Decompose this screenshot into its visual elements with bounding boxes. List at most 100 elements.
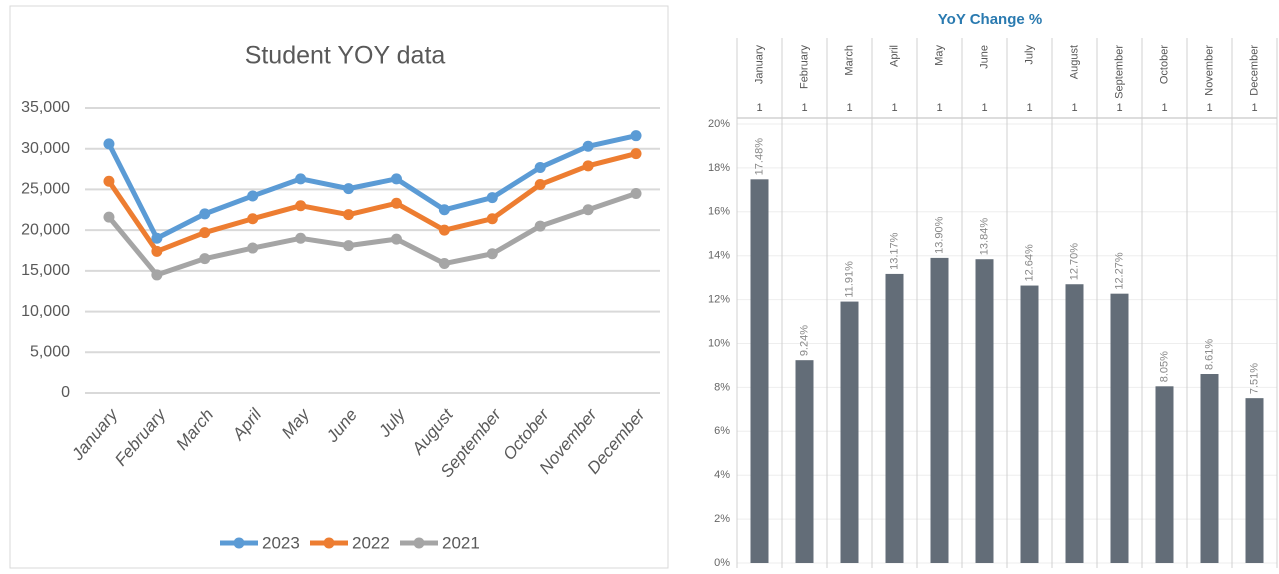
- bar: [750, 179, 769, 563]
- legend-label: 2022: [352, 533, 390, 552]
- bar: [1155, 386, 1174, 563]
- point: [390, 173, 402, 185]
- point: [582, 160, 594, 172]
- column-header: January: [753, 45, 765, 85]
- point: [103, 175, 115, 187]
- point: [390, 233, 402, 245]
- bar: [1065, 284, 1084, 563]
- count-label: 1: [891, 102, 897, 114]
- bar-chart-title: YoY Change %: [938, 11, 1042, 28]
- y-tick-label: 8%: [714, 381, 730, 393]
- count-label: 1: [801, 102, 807, 114]
- bar: [885, 273, 904, 563]
- point: [295, 200, 307, 212]
- point: [343, 183, 355, 195]
- count-label: 1: [846, 102, 852, 114]
- legend-label: 2021: [442, 533, 480, 552]
- point: [199, 227, 211, 239]
- point: [438, 204, 450, 216]
- y-tick-label: 6%: [714, 425, 730, 437]
- column-header: July: [1023, 45, 1035, 65]
- y-tick-label: 15,000: [21, 262, 70, 279]
- value-label: 9.24%: [798, 325, 810, 356]
- bar: [930, 257, 949, 563]
- count-label: 1: [1161, 102, 1167, 114]
- point: [247, 213, 259, 225]
- point: [438, 224, 450, 236]
- point: [534, 220, 546, 232]
- y-tick-label: 0%: [714, 557, 730, 569]
- point: [151, 245, 163, 257]
- point: [486, 192, 498, 204]
- series-line: [106, 133, 637, 241]
- column-header: November: [1203, 45, 1215, 96]
- point: [486, 213, 498, 225]
- point: [438, 258, 450, 270]
- point: [103, 211, 115, 223]
- count-label: 1: [1026, 102, 1032, 114]
- count-label: 1: [936, 102, 942, 114]
- bar: [1245, 398, 1264, 563]
- value-label: 13.90%: [933, 216, 945, 254]
- left-panel: [9, 5, 669, 569]
- count-label: 1: [1116, 102, 1122, 114]
- y-tick-label: 35,000: [21, 99, 70, 116]
- count-label: 1: [1071, 102, 1077, 114]
- column-header: December: [1248, 45, 1260, 96]
- value-label: 7.51%: [1248, 363, 1260, 394]
- y-tick-label: 18%: [708, 162, 730, 174]
- count-label: 1: [1206, 102, 1212, 114]
- series-line: [107, 191, 637, 278]
- bar: [1020, 285, 1039, 563]
- y-tick-label: 10%: [708, 337, 730, 349]
- bar: [840, 301, 859, 563]
- value-label: 13.84%: [978, 218, 990, 256]
- point: [486, 248, 498, 260]
- count-label: 1: [981, 102, 987, 114]
- column-header: October: [1158, 45, 1170, 84]
- count-label: 1: [756, 102, 762, 114]
- y-tick-label: 0: [61, 384, 70, 401]
- y-tick-label: 30,000: [21, 140, 70, 157]
- bar: [795, 360, 814, 563]
- value-label: 8.61%: [1203, 339, 1215, 370]
- value-label: 8.05%: [1158, 351, 1170, 382]
- value-label: 12.70%: [1068, 243, 1080, 281]
- series-line: [106, 151, 637, 254]
- point: [630, 148, 642, 160]
- y-tick-label: 16%: [708, 206, 730, 218]
- y-tick-label: 20,000: [21, 221, 70, 238]
- column-header: May: [933, 45, 945, 66]
- point: [534, 161, 546, 173]
- column-header: June: [978, 45, 990, 69]
- point: [343, 209, 355, 221]
- point: [582, 140, 594, 152]
- point: [295, 232, 307, 244]
- y-tick-label: 14%: [708, 250, 730, 262]
- point: [103, 138, 115, 150]
- y-tick-label: 25,000: [21, 181, 70, 198]
- point: [199, 208, 211, 220]
- y-tick-label: 2%: [714, 513, 730, 525]
- point: [630, 188, 642, 199]
- y-tick-label: 5,000: [30, 344, 70, 361]
- point: [247, 242, 259, 254]
- point: [247, 190, 259, 202]
- y-tick-label: 4%: [714, 469, 730, 481]
- point: [630, 130, 642, 142]
- column-header: August: [1068, 45, 1080, 79]
- point: [199, 253, 211, 265]
- line-chart-title: Student YOY data: [245, 42, 446, 70]
- point: [151, 269, 163, 281]
- bar: [1110, 293, 1129, 563]
- point: [343, 240, 355, 252]
- value-label: 12.64%: [1023, 244, 1035, 282]
- value-label: 11.91%: [843, 261, 855, 298]
- y-tick-label: 12%: [708, 294, 730, 306]
- point: [582, 204, 594, 216]
- point: [151, 232, 163, 244]
- legend-marker: [233, 537, 245, 549]
- point: [295, 173, 307, 185]
- legend-label: 2023: [262, 533, 300, 552]
